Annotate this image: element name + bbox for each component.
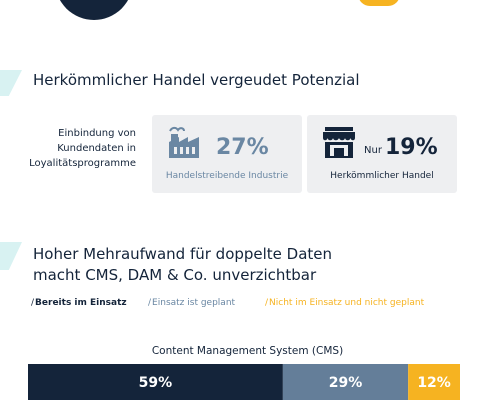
stat-value: 19%: [385, 135, 438, 160]
bar-data-label: 59%: [139, 375, 173, 391]
stat-caption: Handelstreibende Industrie: [165, 171, 289, 181]
legend-item: /Einsatz ist geplant: [148, 298, 235, 308]
decorative-navy-circle: [55, 0, 133, 20]
factory-icon: [169, 126, 199, 158]
bar-segment: [282, 364, 409, 400]
legend-label: Bereits im Einsatz: [35, 298, 127, 308]
bar-segment: [408, 364, 460, 400]
stat-value: 27%: [216, 135, 269, 160]
legend-slash-icon: /: [148, 298, 152, 308]
stat-box-industry: 27% Handelstreibende Industrie: [152, 115, 302, 193]
legend-slash-icon: /: [31, 298, 35, 308]
bar-data-label: 29%: [329, 375, 363, 391]
bar-data-label: 12%: [417, 375, 451, 391]
legend-label: Einsatz ist geplant: [152, 298, 236, 308]
decorative-yellow-circle: [358, 0, 400, 6]
section-title: Hoher Mehraufwand für doppelte Daten mac…: [33, 245, 333, 284]
decorative-teal-shape: [0, 242, 22, 270]
chart-title: Content Management System (CMS): [151, 345, 344, 357]
store-icon: [323, 127, 355, 158]
stat-prefix: Nur: [364, 145, 382, 156]
decorative-teal-shape: [0, 70, 22, 96]
stat-box-traditional-retail: Nur 19% Herkömmlicher Handel: [307, 115, 457, 193]
stat-caption: Herkömmlicher Handel: [330, 171, 434, 181]
legend-item: /Nicht im Einsatz und nicht geplant: [265, 298, 424, 308]
section-description: Einbindung von Kundendaten in Loyalitäts…: [14, 126, 136, 171]
stacked-bar-chart: 59% 29% 12%: [28, 364, 460, 400]
description-line: Kundendaten in: [57, 143, 136, 154]
legend-item: /Bereits im Einsatz: [31, 298, 127, 308]
legend-slash-icon: /: [265, 298, 269, 308]
legend-label: Nicht im Einsatz und nicht geplant: [269, 298, 425, 308]
bar-segment: [28, 364, 283, 400]
section-title: Herkömmlicher Handel vergeudet Potenzial: [33, 71, 360, 89]
description-line: Loyalitätsprogramme: [29, 158, 136, 169]
description-line: Einbindung von: [58, 128, 136, 139]
